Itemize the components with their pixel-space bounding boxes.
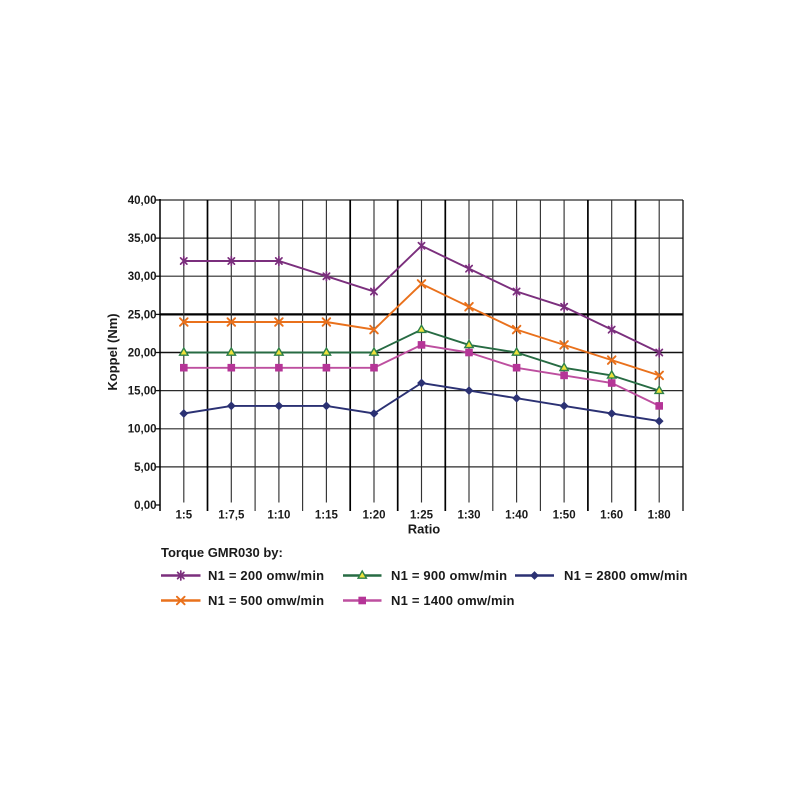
svg-text:N1 = 2800 omw/min: N1 = 2800 omw/min bbox=[564, 568, 688, 583]
svg-text:30,00: 30,00 bbox=[128, 271, 157, 283]
svg-text:35,00: 35,00 bbox=[128, 233, 157, 245]
svg-text:Koppel (Nm): Koppel (Nm) bbox=[105, 313, 120, 390]
svg-text:N1 = 1400 omw/min: N1 = 1400 omw/min bbox=[391, 593, 515, 608]
svg-text:15,00: 15,00 bbox=[128, 386, 157, 398]
svg-text:1:5: 1:5 bbox=[175, 510, 192, 522]
svg-text:1:60: 1:60 bbox=[600, 510, 623, 522]
svg-text:Ratio: Ratio bbox=[408, 522, 441, 537]
svg-text:1:7,5: 1:7,5 bbox=[218, 510, 245, 522]
svg-text:20,00: 20,00 bbox=[128, 347, 157, 359]
svg-text:1:30: 1:30 bbox=[457, 510, 480, 522]
svg-text:1:25: 1:25 bbox=[410, 510, 434, 522]
svg-text:Torque GMR030 by:: Torque GMR030 by: bbox=[161, 545, 283, 560]
svg-text:25,00: 25,00 bbox=[128, 309, 157, 321]
svg-text:N1 = 900 omw/min: N1 = 900 omw/min bbox=[391, 568, 507, 583]
svg-text:10,00: 10,00 bbox=[128, 424, 157, 436]
svg-text:0,00: 0,00 bbox=[134, 500, 156, 512]
svg-text:1:50: 1:50 bbox=[553, 510, 576, 522]
svg-text:1:10: 1:10 bbox=[267, 510, 290, 522]
svg-text:1:80: 1:80 bbox=[648, 510, 671, 522]
svg-text:1:20: 1:20 bbox=[362, 510, 385, 522]
svg-text:1:15: 1:15 bbox=[315, 510, 339, 522]
svg-text:1:40: 1:40 bbox=[505, 510, 528, 522]
svg-text:N1 = 500 omw/min: N1 = 500 omw/min bbox=[208, 593, 324, 608]
svg-text:5,00: 5,00 bbox=[134, 462, 156, 474]
svg-text:40,00: 40,00 bbox=[128, 195, 157, 207]
svg-text:N1 = 200 omw/min: N1 = 200 omw/min bbox=[208, 568, 324, 583]
